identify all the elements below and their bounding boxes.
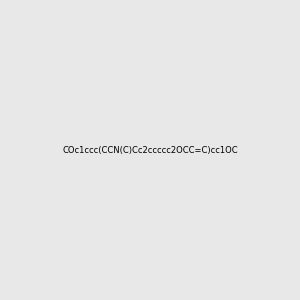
Text: COc1ccc(CCN(C)Cc2ccccc2OCC=C)cc1OC: COc1ccc(CCN(C)Cc2ccccc2OCC=C)cc1OC [62,146,238,154]
